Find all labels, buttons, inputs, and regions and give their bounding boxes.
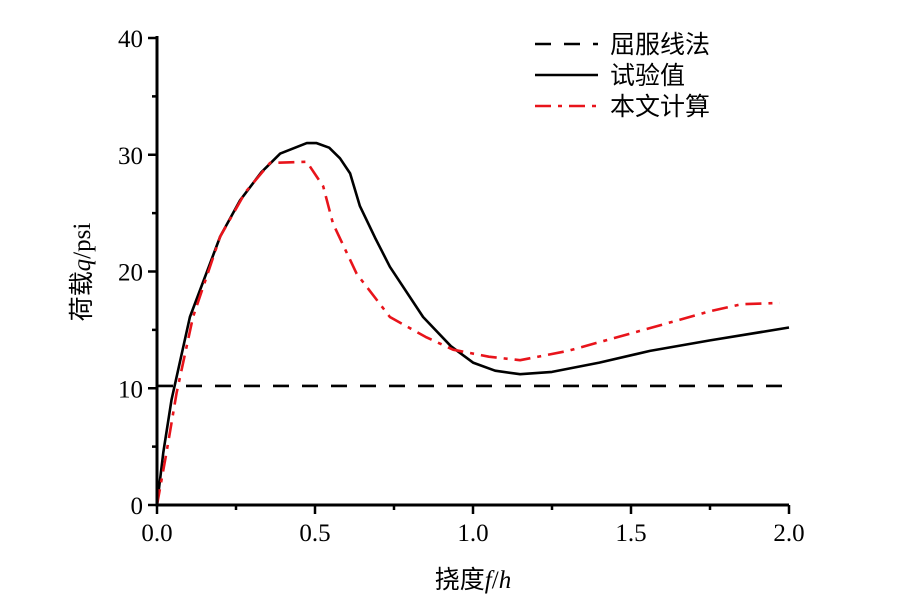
x-tick-label: 0.5 xyxy=(299,520,330,547)
series-line-2 xyxy=(155,160,780,506)
x-axis-title: 挠度f/h xyxy=(435,566,511,594)
y-axis-title: 荷载q/psi xyxy=(68,223,96,322)
y-tick-label: 40 xyxy=(118,26,143,53)
legend-label-0: 屈服线法 xyxy=(610,31,710,59)
y-tick-label: 10 xyxy=(118,376,143,403)
legend-label-2: 本文计算 xyxy=(610,93,710,121)
y-tick-label: 0 xyxy=(131,493,144,520)
ticks: 0.0 0.5 1.0 1.5 2.0 0 10 20 30 40 xyxy=(118,26,805,547)
plot-lines xyxy=(155,141,790,506)
y-tick-label: 30 xyxy=(118,143,143,170)
y-tick-label: 20 xyxy=(118,260,143,287)
x-tick-label: 0.0 xyxy=(141,520,172,547)
x-tick-label: 1.5 xyxy=(615,520,646,547)
x-tick-label: 2.0 xyxy=(773,520,804,547)
series-line-1 xyxy=(155,141,790,506)
legend-label-1: 试验值 xyxy=(610,62,685,90)
x-tick-label: 1.0 xyxy=(457,520,488,547)
